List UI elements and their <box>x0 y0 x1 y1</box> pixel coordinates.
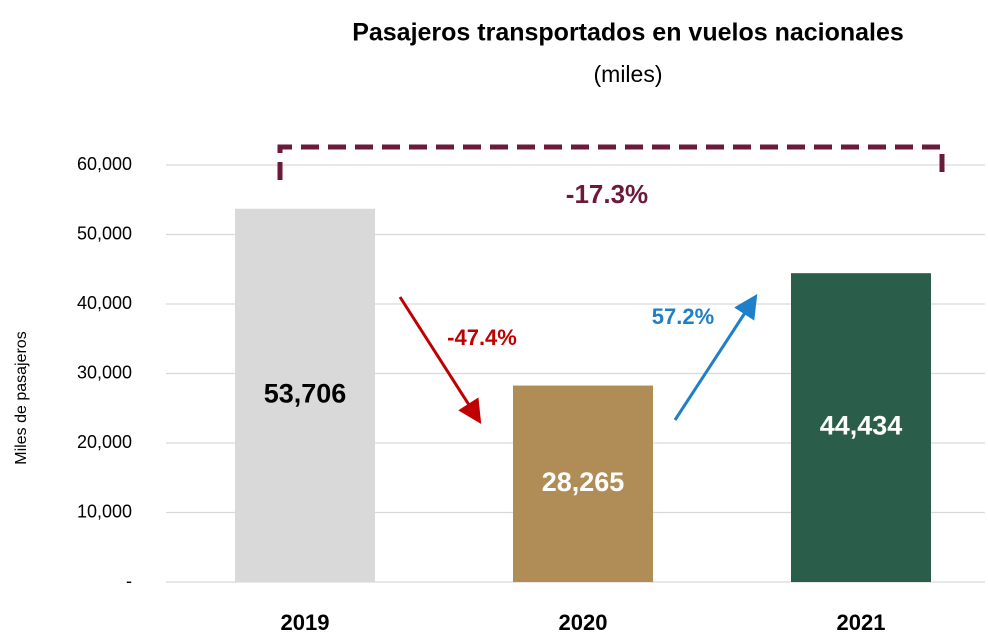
y-tick-label: 20,000 <box>77 432 132 452</box>
y-tick-label: 30,000 <box>77 362 132 382</box>
annotation: 57.2% <box>652 304 714 329</box>
y-tick-label: 40,000 <box>77 293 132 313</box>
decrease-arrow <box>398 296 482 425</box>
value-label: 44,434 <box>820 411 903 441</box>
y-axis-label: Miles de pasajeros <box>13 331 30 464</box>
annotation: -47.4% <box>447 325 517 350</box>
x-tick-label: 2020 <box>559 610 608 634</box>
increase-arrow <box>673 293 758 421</box>
y-tick-label: - <box>126 571 132 591</box>
bar <box>235 208 375 583</box>
annotation: -17.3% <box>566 179 648 209</box>
chart-title: Pasajeros transportados en vuelos nacion… <box>352 19 904 47</box>
y-tick-label: 60,000 <box>77 154 132 174</box>
value-label: 53,706 <box>264 378 347 408</box>
chart-subtitle: (miles) <box>594 61 663 87</box>
y-tick-label: 10,000 <box>77 501 132 521</box>
x-tick-label: 2021 <box>837 610 886 634</box>
bar <box>513 385 653 582</box>
total-bracket <box>277 144 945 180</box>
x-tick-label: 2019 <box>281 610 330 634</box>
value-label: 28,265 <box>542 467 625 497</box>
y-tick-label: 50,000 <box>77 223 132 243</box>
bar <box>791 273 931 582</box>
